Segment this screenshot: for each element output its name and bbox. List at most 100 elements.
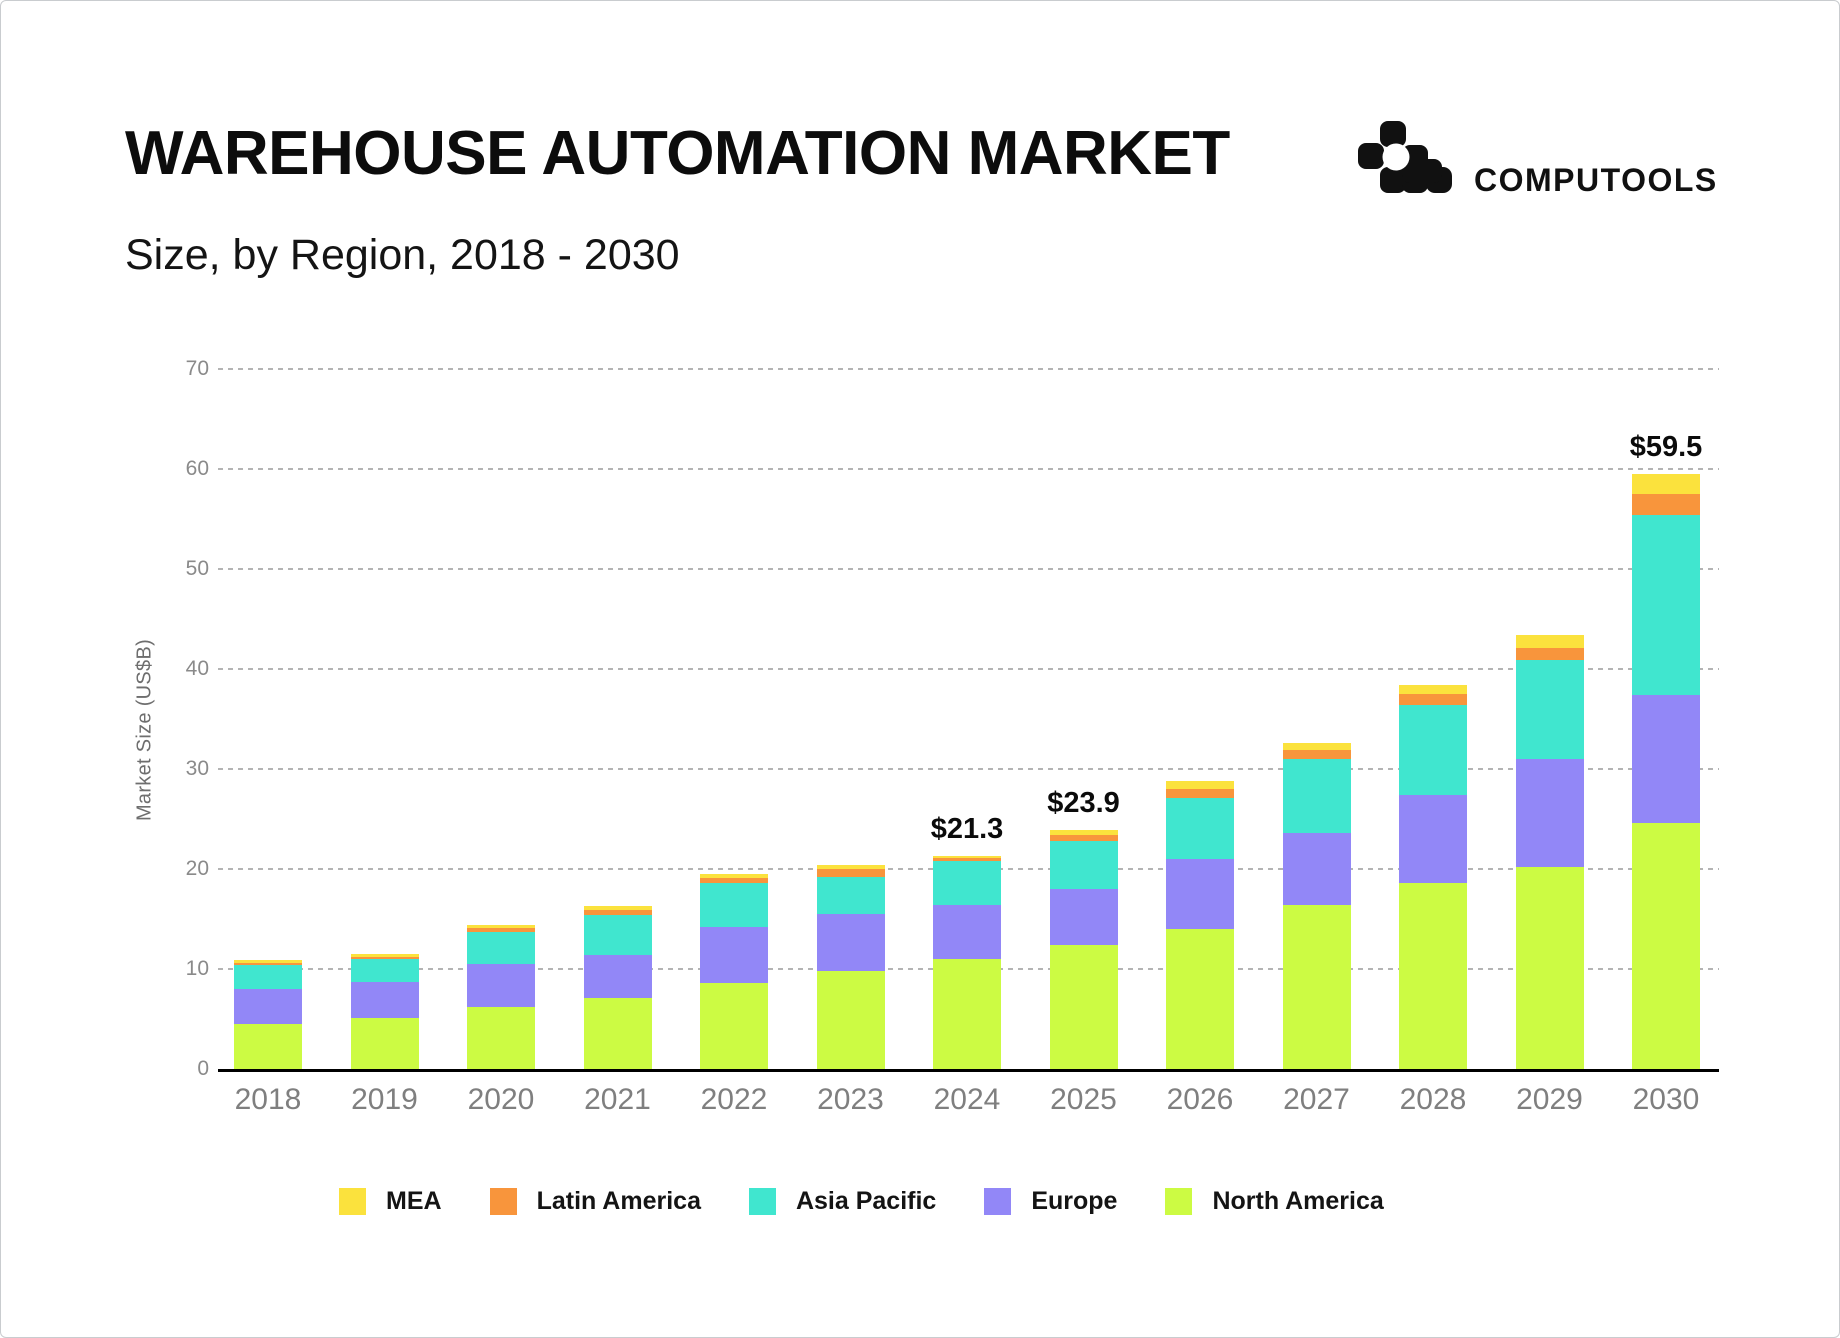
legend-label: Latin America bbox=[536, 1187, 701, 1215]
x-tick-label-2023: 2023 bbox=[817, 1083, 884, 1116]
bar-segment-asia-pacific bbox=[1632, 515, 1700, 695]
bar-segment-asia-pacific bbox=[467, 932, 535, 964]
bar-segment-north-america bbox=[1049, 945, 1118, 1069]
page-title: WAREHOUSE AUTOMATION MARKET bbox=[125, 119, 1230, 188]
page-subtitle: Size, by Region, 2018 - 2030 bbox=[125, 231, 680, 279]
bar-2019 bbox=[350, 954, 419, 1069]
y-tick-label: 30 bbox=[185, 757, 209, 780]
bar-segment-north-america bbox=[700, 983, 768, 1069]
bar-segment-north-america bbox=[933, 959, 1001, 1069]
legend-swatch bbox=[489, 1188, 517, 1215]
bar-segment-mea bbox=[1632, 474, 1700, 494]
bar-segment-asia-pacific bbox=[1166, 798, 1234, 859]
annotation-2030: $59.5 bbox=[1629, 431, 1703, 463]
legend-swatch bbox=[339, 1188, 366, 1215]
y-tick-label: 40 bbox=[185, 657, 209, 680]
bar-segment-mea bbox=[1399, 685, 1467, 694]
bar-segment-europe bbox=[467, 964, 535, 1007]
bar-segment-europe bbox=[583, 955, 652, 998]
bar-segment-latin-america bbox=[1515, 648, 1584, 660]
bar-segment-latin-america bbox=[1399, 694, 1467, 705]
bar-segment-latin-america bbox=[350, 956, 419, 959]
bar-segment-north-america bbox=[583, 998, 652, 1069]
bar-2028 bbox=[1399, 685, 1467, 1069]
bar-segment-europe bbox=[1632, 695, 1700, 823]
y-tick-label: 60 bbox=[185, 457, 209, 480]
bar-segment-latin-america bbox=[583, 909, 652, 915]
bar-segment-latin-america bbox=[933, 858, 1001, 861]
bar-segment-asia-pacific bbox=[234, 965, 302, 989]
x-tick-label-2018: 2018 bbox=[234, 1083, 302, 1116]
bar-segment-latin-america bbox=[1049, 835, 1118, 841]
x-tick-label-2022: 2022 bbox=[700, 1083, 768, 1116]
x-tick-label-2028: 2028 bbox=[1399, 1083, 1467, 1116]
gridline-30 bbox=[218, 768, 1719, 770]
x-tick-label-2025: 2025 bbox=[1050, 1083, 1117, 1116]
legend-label: Europe bbox=[1031, 1187, 1118, 1215]
bar-segment-north-america bbox=[350, 1018, 419, 1069]
y-tick-label: 50 bbox=[185, 557, 209, 580]
x-axis-line bbox=[218, 1069, 1719, 1072]
bar-segment-mea bbox=[350, 954, 419, 957]
legend-label: MEA bbox=[386, 1187, 442, 1215]
x-tick-label-2019: 2019 bbox=[351, 1083, 418, 1116]
bar-2020 bbox=[467, 925, 535, 1069]
x-tick-label-2027: 2027 bbox=[1283, 1083, 1350, 1116]
bar-segment-asia-pacific bbox=[350, 959, 419, 982]
bar-segment-asia-pacific bbox=[1049, 841, 1118, 889]
bar-segment-mea bbox=[234, 960, 302, 963]
bar-2027 bbox=[1282, 743, 1351, 1069]
x-tick-label-2024: 2024 bbox=[933, 1083, 1001, 1116]
bar-segment-europe bbox=[1282, 833, 1351, 905]
bar-segment-europe bbox=[1049, 889, 1118, 945]
annotation-2025: $23.9 bbox=[1047, 787, 1120, 819]
bar-segment-north-america bbox=[467, 1007, 535, 1069]
gridline-60 bbox=[218, 468, 1719, 470]
bar-2026 bbox=[1166, 781, 1234, 1069]
bar-segment-europe bbox=[1399, 795, 1467, 883]
bar-segment-latin-america bbox=[1282, 750, 1351, 759]
legend-item-mea: MEA bbox=[339, 1187, 442, 1216]
bar-segment-north-america bbox=[1166, 929, 1234, 1069]
bar-segment-mea bbox=[816, 865, 885, 869]
bar-segment-asia-pacific bbox=[933, 861, 1001, 905]
gridline-70 bbox=[218, 368, 1719, 370]
legend-item-latin-america: Latin America bbox=[489, 1187, 701, 1216]
x-tick-label-2029: 2029 bbox=[1516, 1083, 1583, 1116]
bar-segment-north-america bbox=[1515, 867, 1584, 1069]
x-tick-label-2030: 2030 bbox=[1632, 1083, 1700, 1116]
bar-segment-asia-pacific bbox=[1399, 705, 1467, 795]
bar-segment-mea bbox=[1166, 781, 1234, 789]
bar-segment-latin-america bbox=[234, 962, 302, 965]
bar-segment-north-america bbox=[816, 971, 885, 1069]
bar-segment-north-america bbox=[1282, 905, 1351, 1069]
legend-item-europe: Europe bbox=[984, 1187, 1117, 1216]
bar-segment-latin-america bbox=[1166, 789, 1234, 798]
bar-segment-europe bbox=[816, 914, 885, 971]
bar-segment-asia-pacific bbox=[1515, 660, 1584, 759]
bar-segment-europe bbox=[700, 927, 768, 983]
y-tick-label: 0 bbox=[197, 1057, 209, 1080]
bar-segment-europe bbox=[234, 989, 302, 1024]
bar-segment-north-america bbox=[1399, 883, 1467, 1069]
bar-segment-asia-pacific bbox=[583, 915, 652, 955]
bar-segment-mea bbox=[933, 856, 1001, 858]
bar-2029 bbox=[1515, 635, 1584, 1069]
bar-segment-europe bbox=[933, 905, 1001, 959]
bar-segment-asia-pacific bbox=[1282, 759, 1351, 833]
bar-segment-mea bbox=[1515, 635, 1584, 648]
x-tick-label-2021: 2021 bbox=[584, 1083, 651, 1116]
bar-2022 bbox=[700, 873, 768, 1069]
bar-2024 bbox=[933, 856, 1001, 1069]
legend-item-asia-pacific: Asia Pacific bbox=[748, 1187, 936, 1216]
legend-swatch bbox=[984, 1188, 1012, 1215]
legend-swatch bbox=[748, 1188, 776, 1215]
bar-segment-mea bbox=[1049, 830, 1118, 835]
bar-segment-latin-america bbox=[816, 869, 885, 877]
bar-segment-asia-pacific bbox=[700, 883, 768, 927]
computools-logo-icon bbox=[1358, 121, 1452, 193]
bar-segment-europe bbox=[1166, 859, 1234, 929]
bar-segment-asia-pacific bbox=[816, 877, 885, 914]
bar-segment-mea bbox=[1282, 743, 1351, 750]
